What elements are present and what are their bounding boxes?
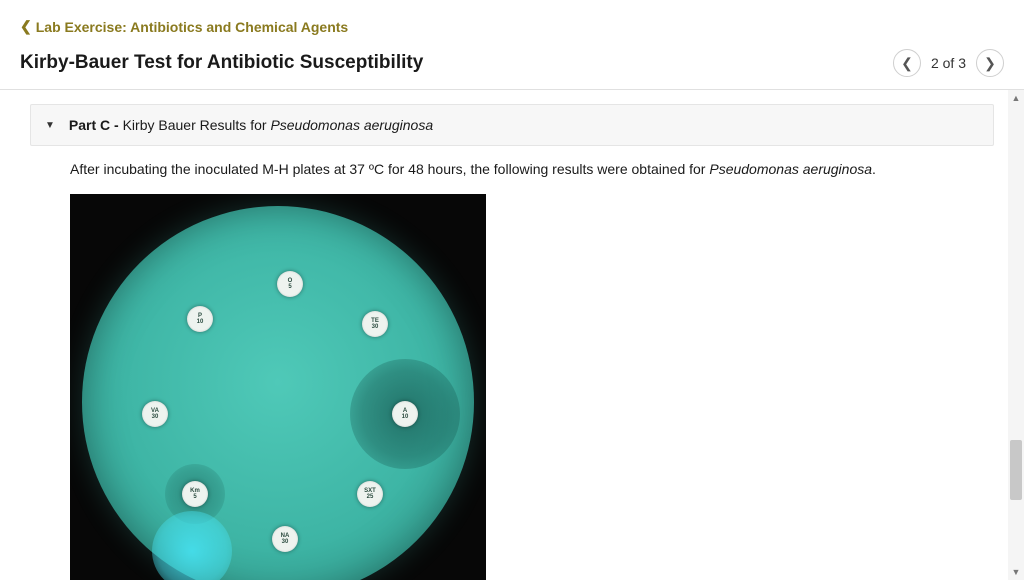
scroll-up-icon[interactable]: ▲ <box>1008 90 1024 106</box>
chevron-left-icon: ❮ <box>20 18 32 35</box>
part-header[interactable]: ▼ Part C - Kirby Bauer Results for Pseud… <box>30 104 994 146</box>
pager: ❮ 2 of 3 ❯ <box>893 49 1004 77</box>
disc-upper-right: TE30 <box>362 311 388 337</box>
petri-dish: O5 P10 TE30 VA30 A10 Km5 SXT25 NA30 <box>82 206 474 580</box>
part-title: Part C - Kirby Bauer Results for Pseudom… <box>69 117 433 133</box>
description-suffix: . <box>872 161 876 177</box>
disc-top: O5 <box>277 271 303 297</box>
caret-down-icon: ▼ <box>45 120 55 131</box>
description-prefix: After incubating the inoculated M-H plat… <box>70 161 709 177</box>
disc-mid-left: VA30 <box>142 401 168 427</box>
prev-button[interactable]: ❮ <box>893 49 921 77</box>
glow-spot <box>152 511 232 580</box>
title-row: Kirby-Bauer Test for Antibiotic Suscepti… <box>20 49 1004 77</box>
scroll-thumb[interactable] <box>1010 440 1022 500</box>
breadcrumb-label: Lab Exercise: Antibiotics and Chemical A… <box>36 19 348 35</box>
disc-lower-right: SXT25 <box>357 481 383 507</box>
disc-upper-left: P10 <box>187 306 213 332</box>
content: ▼ Part C - Kirby Bauer Results for Pseud… <box>0 90 1024 580</box>
scroll-down-icon[interactable]: ▼ <box>1008 564 1024 580</box>
disc-mid-right: A10 <box>392 401 418 427</box>
breadcrumb[interactable]: ❮ Lab Exercise: Antibiotics and Chemical… <box>20 18 1004 35</box>
part-label-bold: Part C - <box>69 117 123 133</box>
page-title: Kirby-Bauer Test for Antibiotic Suscepti… <box>20 52 423 74</box>
disc-bottom: NA30 <box>272 526 298 552</box>
description-organism: Pseudomonas aeruginosa <box>709 161 872 177</box>
part-label-plain: Kirby Bauer Results for <box>123 117 271 133</box>
part-organism: Pseudomonas aeruginosa <box>270 117 433 133</box>
petri-dish-figure: O5 P10 TE30 VA30 A10 Km5 SXT25 NA30 <box>70 194 486 580</box>
header: ❮ Lab Exercise: Antibiotics and Chemical… <box>0 0 1024 90</box>
pager-text: 2 of 3 <box>931 55 966 71</box>
scrollbar[interactable]: ▲ ▼ <box>1008 90 1024 580</box>
disc-lower-left: Km5 <box>182 481 208 507</box>
next-button[interactable]: ❯ <box>976 49 1004 77</box>
description: After incubating the inoculated M-H plat… <box>70 160 994 180</box>
